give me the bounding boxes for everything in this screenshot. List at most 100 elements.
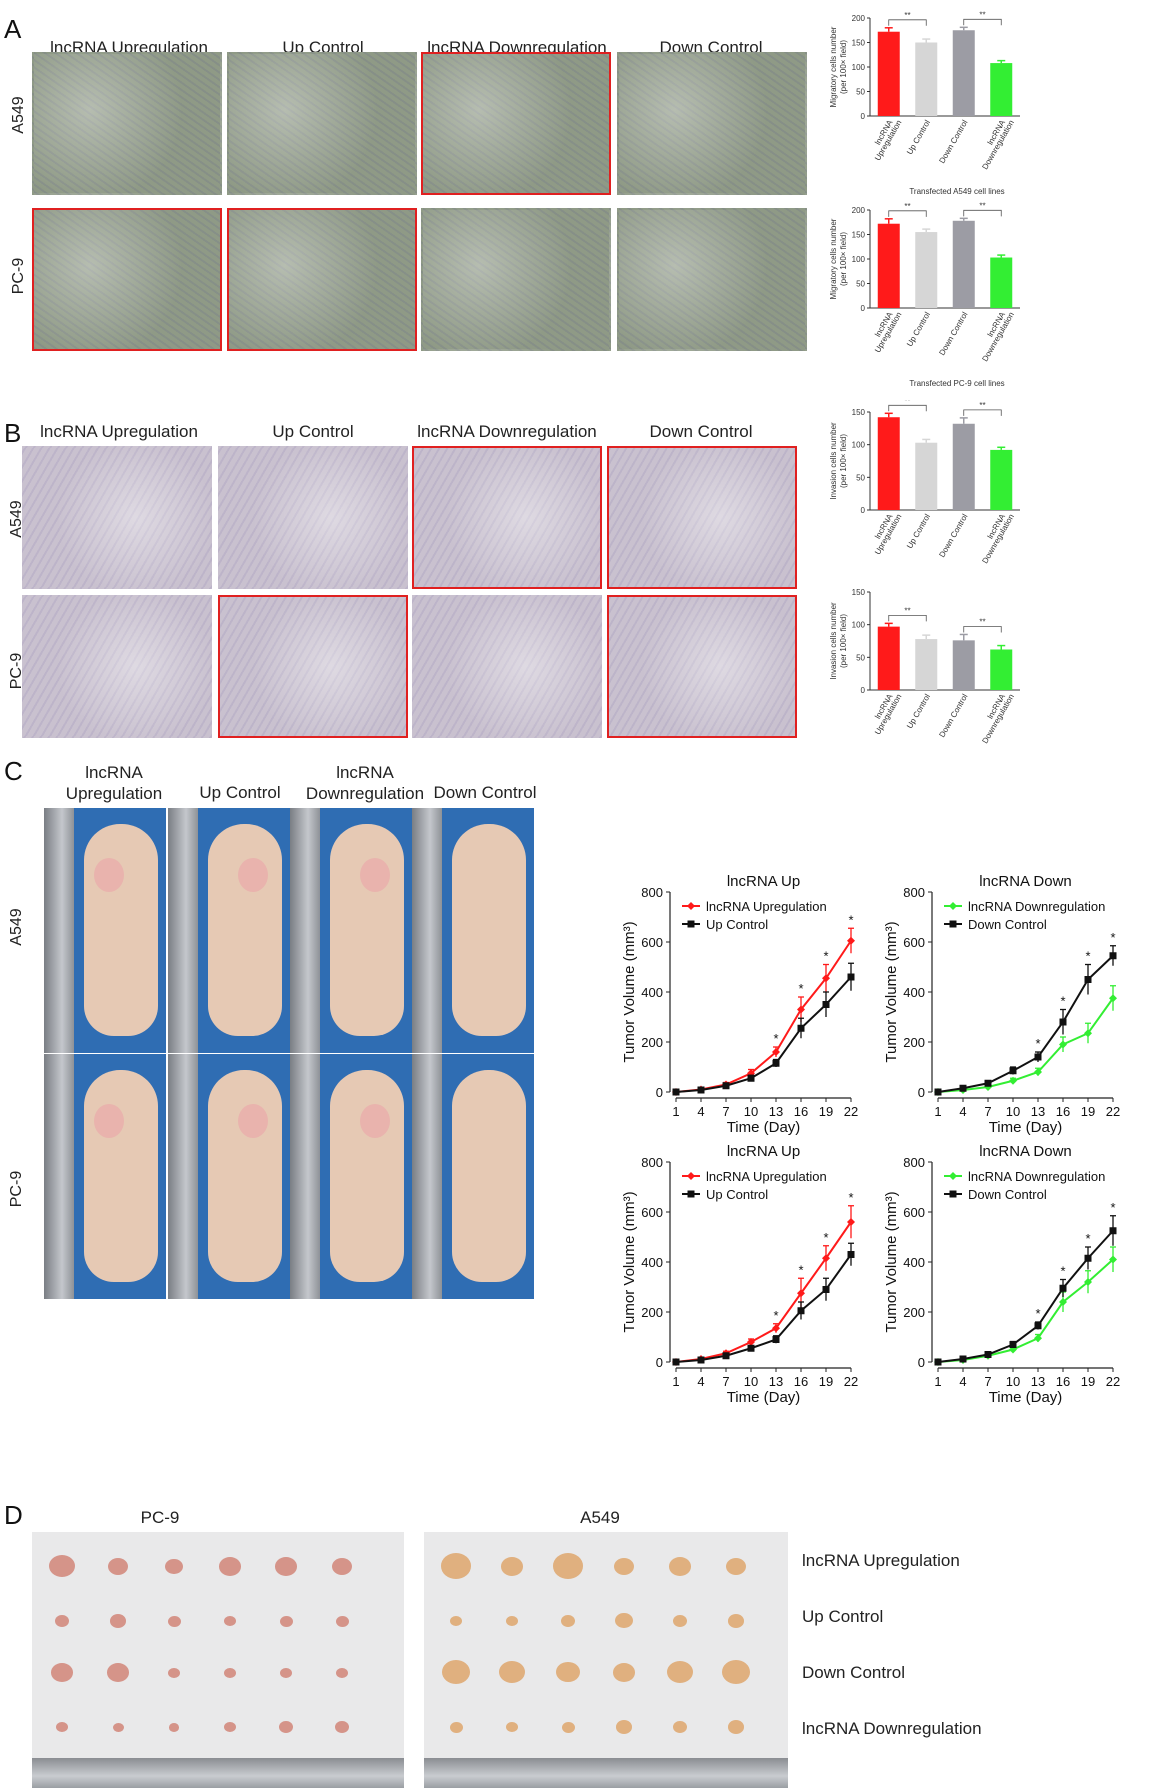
x-tick-label: 4 [959, 1374, 966, 1389]
data-point [822, 1254, 830, 1263]
legend-marker [949, 1172, 957, 1180]
row-label-c-pc9: PC-9 [8, 1170, 25, 1208]
data-point [1034, 1068, 1042, 1076]
ruler [412, 1054, 442, 1299]
data-point [1084, 1029, 1092, 1038]
x-tick-label: Up Control [905, 118, 932, 156]
y-tick-label: 0 [918, 1085, 925, 1100]
tumor-specimen [499, 1661, 525, 1684]
y-tick-label: 400 [641, 985, 663, 1000]
data-point [722, 1352, 730, 1360]
significance-label: ** [979, 617, 985, 626]
data-point [747, 1074, 755, 1082]
x-tick-label: 1 [672, 1374, 679, 1389]
line-chart-pc9-down: lncRNA Down 0 200 400 600 800 1 4 7 10 13 16 19 22 Tim… [883, 1143, 1120, 1406]
data-point [847, 936, 855, 945]
tumor-specimen [726, 1558, 746, 1575]
col-title-b-downregulation: lncRNA Downregulation [417, 422, 597, 441]
tumor-specimen [280, 1668, 292, 1679]
x-axis-label: Time (Day) [989, 1119, 1063, 1136]
x-tick-label: 7 [984, 1374, 991, 1389]
series-line [675, 1221, 852, 1363]
panel-letter-d: D [4, 1500, 23, 1530]
tumor-specimen [673, 1721, 687, 1733]
tumor-specimen [335, 1721, 349, 1733]
significance-star: * [1110, 930, 1115, 945]
tumor-specimen [55, 1615, 69, 1627]
series-line [675, 1253, 852, 1363]
row-label-c-a549: A549 [8, 908, 25, 946]
tumor-specimen [728, 1614, 744, 1628]
panel-d-row-downregulation: lncRNA Downregulation [802, 1719, 982, 1738]
col-title-down-control: Down Control [659, 38, 763, 57]
x-axis-label: Transfected A549 cell lines [909, 187, 1004, 196]
micrograph-b-a549-up [22, 446, 212, 589]
bar-chart-migration-pc9: 0 50 100 150 200 Migratory cells number (per 1… [829, 201, 1020, 388]
mouse-body [84, 1070, 158, 1282]
data-point [1059, 1298, 1067, 1306]
ruler [412, 808, 442, 1053]
tumor-specimen [673, 1615, 687, 1627]
y-tick-label: 600 [903, 935, 925, 950]
data-point [1084, 1278, 1092, 1286]
panel-letter-a: A [4, 14, 22, 44]
x-tick-label: 13 [769, 1374, 783, 1389]
significance-star: * [1060, 994, 1065, 1009]
micrograph-a549-down [421, 52, 611, 195]
mouse-body [84, 824, 158, 1036]
ruler [168, 1054, 198, 1299]
data-point [934, 1358, 942, 1366]
row-label-pc9: PC-9 [10, 257, 27, 295]
x-tick-label: 7 [722, 1374, 729, 1389]
data-point [1059, 1284, 1067, 1292]
y-axis-label: (per 100× field) [839, 232, 848, 286]
x-tick-label: 13 [769, 1104, 783, 1119]
mouse-photo [168, 808, 290, 1053]
bar [990, 649, 1013, 690]
bar-chart-invasion-a549: 0 50 100 150 Invasion cells number (per 100× … [829, 400, 1020, 565]
bar [915, 442, 938, 510]
tumor-specimen [722, 1660, 750, 1684]
x-tick-label: 13 [1031, 1104, 1045, 1119]
row-label-a549: A549 [10, 96, 27, 134]
chart-title: lncRNA Up [727, 873, 800, 890]
x-tick-label: Down Control [937, 512, 969, 559]
micrograph-a549-upctrl [227, 52, 417, 195]
data-point [984, 1079, 992, 1087]
significance-bracket [888, 404, 927, 412]
tumor-specimen [506, 1616, 518, 1627]
data-point [722, 1082, 730, 1090]
significance-bracket [963, 209, 1002, 217]
col-title-b-upregulation: lncRNA Upregulation [40, 422, 198, 441]
x-tick-label: 4 [697, 1104, 704, 1119]
tumor [94, 1104, 124, 1138]
micrograph-b-pc9-upctrl [218, 595, 408, 738]
bar [952, 220, 975, 308]
x-tick-label: 10 [744, 1104, 758, 1119]
significance-star: * [823, 1230, 828, 1245]
significance-star: * [1085, 1231, 1090, 1246]
tumor-specimen [335, 1615, 349, 1627]
panel-d-label-a549: A549 [580, 1508, 620, 1527]
y-axis-label: Invasion cells number [829, 422, 838, 500]
col-title-c-upregulation-line2: Upregulation [65, 784, 163, 803]
tumor-specimen [279, 1721, 293, 1733]
significance-star: * [1110, 1200, 1115, 1215]
significance-star: * [848, 1190, 853, 1205]
tumor-specimen [224, 1722, 236, 1733]
y-tick-label: 0 [861, 686, 866, 695]
bar [952, 640, 975, 690]
x-tick-label: 10 [1006, 1374, 1020, 1389]
x-tick-label: 19 [1081, 1104, 1095, 1119]
x-tick-label: 1 [934, 1104, 941, 1119]
data-point [797, 1005, 805, 1014]
x-tick-label: 22 [844, 1374, 858, 1389]
data-point [984, 1351, 992, 1358]
tumor-specimen [49, 1555, 75, 1578]
y-tick-label: 600 [641, 1205, 663, 1220]
x-tick-label: 16 [794, 1104, 808, 1119]
y-tick-label: 200 [852, 206, 866, 215]
col-title-c-up-control: Up Control [199, 783, 281, 802]
data-point [772, 1059, 780, 1067]
data-point [822, 1001, 830, 1008]
